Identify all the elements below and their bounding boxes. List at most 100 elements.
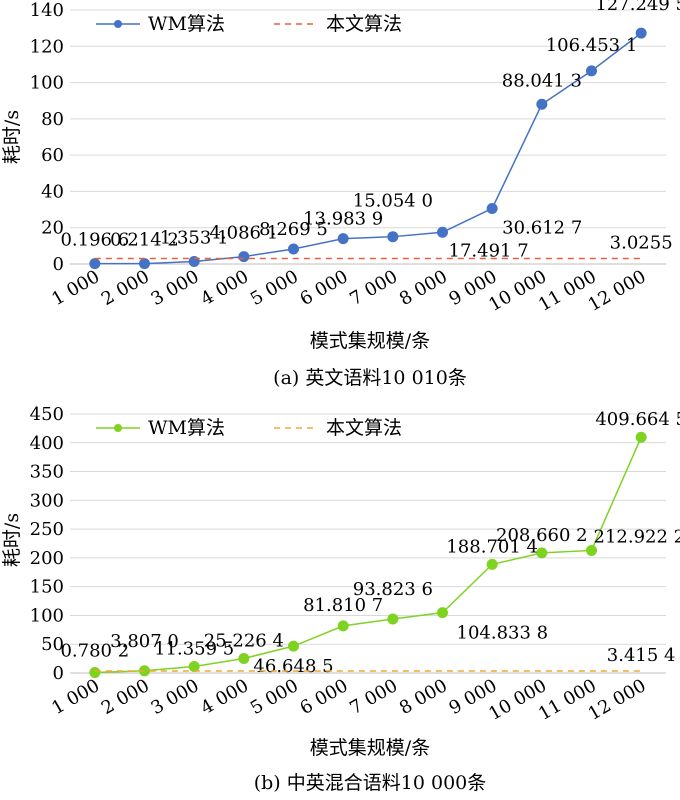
x-tick-label: 7 000 [346,675,401,719]
data-point [536,547,548,559]
y-axis-label: 耗时/s [1,513,23,567]
data-label: 409.664 5 [595,409,680,430]
y-axis-label: 耗时/s [1,110,23,164]
y-tick-label: 150 [30,577,64,598]
series-line [94,436,642,674]
data-point [586,544,597,556]
data-point [486,202,498,214]
x-tick-label: 8 000 [396,266,451,310]
data-label: 0.196 6 [60,230,129,251]
x-tick-label: 2 000 [98,266,153,310]
data-label: 127.249 5 [595,0,680,15]
data-label: 3.415 4 [607,645,676,666]
data-label: 0.214 2 [110,230,179,251]
data-label: 188.701 4 [446,536,538,557]
x-tick-label: 6 000 [297,266,352,310]
y-tick-label: 50 [41,634,64,655]
series-proposed: 3.415 4 [94,645,676,672]
y-tick-label: 80 [41,109,64,130]
legend: WM算法 本文算法 [96,13,402,35]
data-label: 25.226 4 [204,630,284,651]
x-tick-label: 6 000 [297,675,352,719]
y-tick-label: 400 [30,433,64,454]
data-point [486,558,498,570]
data-point [238,251,250,263]
data-label: 208.660 2 [496,525,588,546]
x-tick-label: 8 000 [396,675,451,719]
series-wm: 0.780 23.807 011.359 525.226 4 46.648 5 81… [60,409,680,679]
x-tick-label: 12 000 [585,675,650,725]
data-label: 46.648 5 [253,656,333,677]
data-label: 93.823 6 [353,579,433,600]
data-label: 15.054 0 [353,191,433,212]
x-tick-label: 4 000 [197,266,252,310]
data-label: 4.086 1 [209,223,278,244]
data-point [238,652,250,664]
data-label: 8.269 5 [259,219,328,240]
x-axis-label: 模式集规模/条 [310,737,430,759]
data-label: 13.983 9 [303,209,383,230]
legend-label: WM算法 [148,13,225,35]
data-point [188,256,200,268]
y-tick-label: 450 [30,404,64,425]
data-point [337,620,349,632]
data-point [635,431,647,443]
legend-label: 本文算法 [326,13,402,35]
legend-label: WM算法 [148,417,225,439]
y-tick-label: 350 [30,462,64,483]
x-tick-label: 7 000 [346,266,401,310]
y-tick-label: 60 [41,145,64,166]
series-line [94,32,642,265]
chart-caption: (a) 英文语料10 010条 [273,367,467,389]
x-tick-label: 5 000 [247,675,302,719]
data-point [89,258,101,270]
y-tick-label: 100 [30,73,64,94]
data-point [387,231,399,243]
x-tick-label: 2 000 [98,675,153,719]
data-point [337,233,349,245]
data-label: 1.353 1 [160,228,229,249]
y-tick-label: 20 [41,218,64,239]
legend-marker [114,424,122,432]
data-point [387,613,399,625]
data-point [635,27,647,39]
y-tick-label: 0 [53,663,64,684]
y-tick-label: 120 [30,36,64,57]
legend-label: 本文算法 [326,417,402,439]
data-label: 3.0255 [610,233,673,254]
x-axis-label: 模式集规模/条 [310,330,430,352]
data-point [89,667,101,679]
y-tick-label: 0 [53,254,64,275]
data-point [536,98,548,110]
data-point [437,607,448,619]
data-point [288,640,299,652]
x-tick-label: 3 000 [148,266,203,310]
data-point [586,65,597,77]
data-label: 11.359 5 [154,638,234,659]
series-proposed: 3.0255 [94,233,673,260]
data-point [188,660,200,672]
data-label: 106.453 1 [546,35,638,56]
data-point [288,243,299,255]
y-tick-label: 100 [30,605,64,626]
y-tick-label: 140 [30,0,64,21]
data-label: 3.807 0 [110,631,179,652]
data-point [139,258,150,270]
data-label: 104.833 8 [457,623,549,644]
data-label: 212.922 2 [594,526,680,547]
data-label: 88.041 3 [502,70,582,91]
y-tick-label: 200 [30,548,64,569]
data-label: 81.810 7 [303,595,383,616]
series-wm: 0.196 60.214 21.353 14.086 18.269 513.98… [60,0,680,270]
data-point [437,226,448,238]
y-tick-label: 300 [30,490,64,511]
legend-marker [114,20,122,28]
data-label: 30.612 7 [502,217,582,238]
data-label: 0.780 2 [60,641,129,662]
data-label: 17.491 7 [449,240,529,261]
y-tick-label: 250 [30,519,64,540]
x-tick-label: 12 000 [585,266,650,316]
